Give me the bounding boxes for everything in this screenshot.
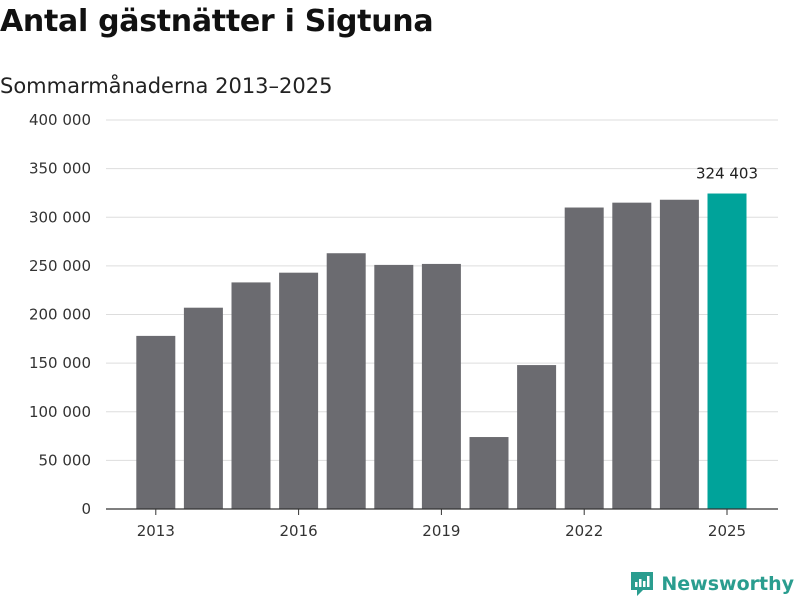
bar-2022 xyxy=(564,207,604,509)
y-tick-label: 400 000 xyxy=(29,111,91,129)
brand-logo: Newsworthy xyxy=(629,570,794,598)
bar-2019 xyxy=(421,263,461,509)
y-tick-label: 250 000 xyxy=(29,257,91,275)
y-tick-label: 350 000 xyxy=(29,160,91,178)
bar-2025 xyxy=(707,193,747,510)
chart-subtitle: Sommarmånaderna 2013–2025 xyxy=(0,74,333,98)
y-tick-label: 300 000 xyxy=(29,208,91,226)
bar-2017 xyxy=(326,253,366,509)
x-tick-label: 2019 xyxy=(422,522,460,540)
y-axis-ticks: 0 50 000 100 000 150 000 200 000 250 000 300 0… xyxy=(29,111,91,518)
data-label-2025: 324 403 xyxy=(696,165,758,183)
bar-2024 xyxy=(659,199,699,509)
bar-2023 xyxy=(612,202,652,509)
bar-2014 xyxy=(183,307,223,509)
brand-name: Newsworthy xyxy=(661,573,794,595)
bar-2018 xyxy=(374,264,414,509)
x-tick-label: 2025 xyxy=(708,522,746,540)
bar-2021 xyxy=(517,365,557,509)
bar-2020 xyxy=(469,437,509,509)
y-tick-label: 0 xyxy=(81,500,91,518)
bars xyxy=(136,193,747,510)
chart-title: Antal gästnätter i Sigtuna xyxy=(0,4,434,39)
x-tick-label: 2016 xyxy=(280,522,318,540)
y-tick-label: 200 000 xyxy=(29,306,91,324)
y-tick-label: 100 000 xyxy=(29,403,91,421)
bar-2016 xyxy=(279,272,319,509)
y-tick-label: 150 000 xyxy=(29,354,91,372)
x-tick-label: 2013 xyxy=(137,522,175,540)
x-tick-label: 2022 xyxy=(565,522,603,540)
bar-2015 xyxy=(231,282,271,509)
y-tick-label: 50 000 xyxy=(39,451,92,469)
x-axis-ticks: 2013 2016 2019 2022 2025 xyxy=(137,509,746,540)
bar-2013 xyxy=(136,335,176,509)
newsworthy-logo-icon xyxy=(631,572,654,596)
data-labels: 324 403 xyxy=(696,165,758,183)
